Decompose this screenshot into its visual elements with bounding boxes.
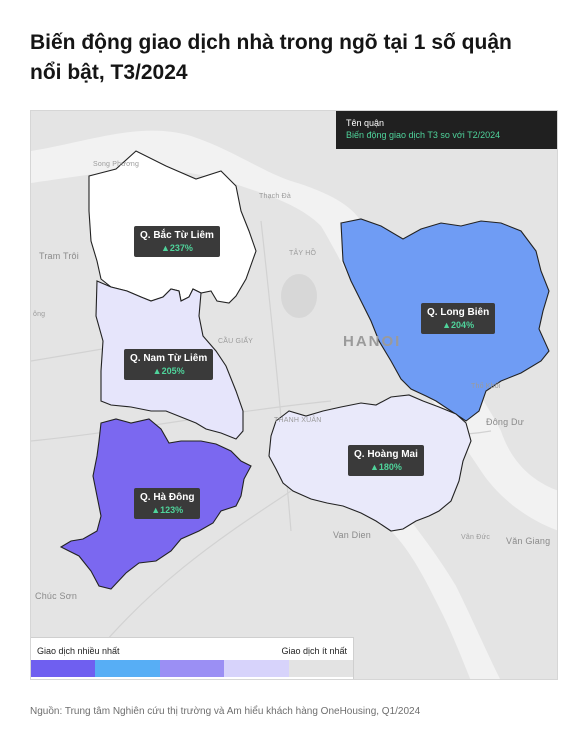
label-nam-tu-liem[interactable]: Q. Nam Từ Liêm ▲205% (124, 349, 214, 380)
place-thach-da: Thạch Đà (259, 193, 291, 200)
place-van-dien: Van Dien (333, 530, 371, 540)
legend: Giao dịch nhiều nhất Giao dịch ít nhất (31, 637, 354, 679)
info-box: Tên quận Biến động giao dịch T3 so với T… (336, 111, 557, 149)
place-tay-ho: TÂY HỒ (289, 250, 317, 257)
district-change: ▲204% (442, 320, 475, 330)
label-hoang-mai[interactable]: Q. Hoàng Mai ▲180% (348, 445, 424, 476)
district-change: ▲205% (152, 366, 185, 376)
place-chuc-son: Chúc Sơn (35, 591, 78, 601)
source-note: Nguồn: Trung tâm Nghiên cứu thị trường v… (30, 706, 421, 717)
place-thanh-xuan: THANH XUÂN (274, 417, 322, 424)
map[interactable]: HANOI Tram Trôi Song Phương TÂY HỒ CẦU G… (30, 110, 558, 680)
district-name: Q. Nam Từ Liêm (130, 353, 208, 364)
place-van-duc: Vân Đức (461, 534, 491, 541)
label-long-bien[interactable]: Q. Long Biên ▲204% (421, 303, 496, 334)
legend-most-label: Giao dịch nhiều nhất (37, 646, 120, 656)
title-line-2: nổi bật, T3/2024 (30, 61, 188, 84)
info-district-name-caption: Tên quận (346, 118, 385, 128)
info-change-caption: Biến động giao dịch T3 so với T2/2024 (346, 130, 501, 140)
district-name: Q. Hoàng Mai (354, 449, 418, 460)
legend-swatch (95, 660, 160, 677)
legend-swatch (31, 660, 96, 677)
map-canvas (31, 111, 557, 679)
label-ha-dong[interactable]: Q. Hà Đông ▲123% (134, 488, 201, 519)
place-tho-khoi: Thổ Khối (471, 383, 501, 390)
district-name: Q. Long Biên (427, 307, 490, 318)
place-cau-giay: CẦU GIẤY (218, 338, 254, 345)
legend-swatch (224, 660, 289, 677)
legend-least-label: Giao dịch ít nhất (281, 646, 347, 656)
title-line-1: Biến động giao dịch nhà trong ngõ tại 1 … (30, 31, 512, 54)
place-hanoi: HANOI (343, 333, 402, 350)
district-change: ▲237% (161, 243, 193, 253)
place-song-phuong: Song Phương (93, 161, 140, 168)
chart-title: Biến động giao dịch nhà trong ngõ tại 1 … (30, 28, 570, 88)
legend-swatch (288, 660, 354, 677)
district-change: ▲180% (369, 462, 402, 472)
legend-scale (31, 660, 354, 677)
place-ong-left: ông (33, 311, 46, 318)
district-change: ▲123% (151, 505, 184, 515)
district-name: Q. Bắc Từ Liêm (140, 230, 214, 241)
district-name: Q. Hà Đông (140, 492, 195, 503)
place-van-giang: Văn Giang (506, 536, 551, 546)
place-tram-troi: Tram Trôi (39, 251, 79, 261)
legend-swatch (159, 660, 225, 677)
label-bac-tu-liem[interactable]: Q. Bắc Từ Liêm ▲237% (134, 226, 220, 257)
place-dong-du: Đông Dư (486, 417, 524, 427)
